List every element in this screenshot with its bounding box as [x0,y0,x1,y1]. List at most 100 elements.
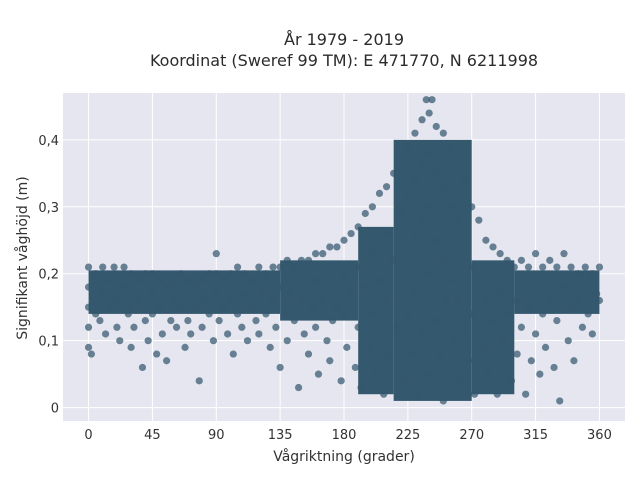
data-point [177,303,185,311]
data-point [127,303,135,311]
data-point [595,296,604,305]
data-point [252,316,260,325]
data-point [382,229,391,238]
data-point [155,276,164,285]
data-point [347,229,355,238]
data-point [198,276,206,285]
data-point [404,243,412,251]
data-point [394,323,402,331]
data-point [138,363,147,372]
data-point [375,276,384,285]
data-point [153,350,161,358]
data-point [219,303,227,311]
data-point [482,236,490,244]
data-point [300,330,308,338]
data-point [397,283,405,291]
data-points [84,96,604,405]
data-point [570,357,578,365]
data-point [309,303,317,311]
data-point [233,310,242,318]
data-point [187,330,195,338]
data-point [517,256,525,264]
data-point [106,303,114,311]
data-point [163,283,171,291]
chart-subtitle: Koordinat (Sweref 99 TM): E 471770, N 62… [150,51,538,70]
data-point [340,236,348,244]
data-point [312,276,320,285]
data-point [468,203,476,211]
data-point [425,270,433,278]
data-point [510,296,518,305]
data-point [198,323,206,331]
x-axis-label: Vågriktning (grader) [273,448,415,465]
data-point [195,377,203,385]
data-point [224,330,232,338]
data-point [319,296,327,305]
data-point [99,290,107,298]
data-point [116,337,124,345]
data-point [425,149,433,157]
data-point [400,377,408,385]
data-point [531,250,540,258]
data-point [531,330,540,338]
data-point [489,316,497,325]
data-point [241,270,249,278]
data-point [404,310,412,318]
y-tick-label: 0,3 [38,201,59,216]
data-point [432,122,440,131]
data-point [226,296,235,305]
data-point [113,296,121,305]
data-point [120,263,128,271]
data-point [503,256,511,264]
data-point [468,263,476,271]
data-point [297,296,306,305]
data-point [294,383,303,392]
data-point [354,263,362,271]
data-point [191,303,199,311]
data-point [258,290,266,298]
data-point [432,316,440,325]
data-point [553,263,561,271]
data-point [567,303,575,311]
data-point [411,176,419,184]
data-point [425,370,433,378]
data-point [368,203,376,211]
data-point [382,296,391,305]
data-point [361,209,369,218]
data-point [312,250,320,258]
data-point [170,296,178,305]
data-point [593,290,601,298]
data-point [266,343,274,351]
data-point [453,216,462,224]
data-point [219,276,227,285]
data-point [141,316,149,325]
data-point [578,323,587,331]
x-tick-label: 45 [144,428,161,443]
data-point [408,350,416,358]
data-point [290,263,298,271]
data-point [191,283,199,291]
data-point [425,109,433,117]
x-tick-labels: 0 45 90 135 180 225 270 315 360 [84,428,611,443]
data-point [550,363,558,372]
data-point [588,330,596,338]
data-point [269,263,277,271]
data-point [461,176,469,184]
data-point [92,270,100,278]
data-point [201,296,209,305]
data-point [124,310,132,318]
data-point [496,250,504,258]
x-tick-label: 360 [587,428,612,443]
x-tick-label: 225 [395,428,420,443]
data-point [354,223,362,231]
data-point [262,270,270,278]
data-point [442,296,450,305]
data-point [390,256,398,264]
data-point [390,169,398,177]
data-point [468,310,476,318]
data-point [432,169,440,177]
data-point [581,283,589,291]
data-point [513,350,521,358]
data-point [451,337,459,345]
data-point [588,270,596,278]
